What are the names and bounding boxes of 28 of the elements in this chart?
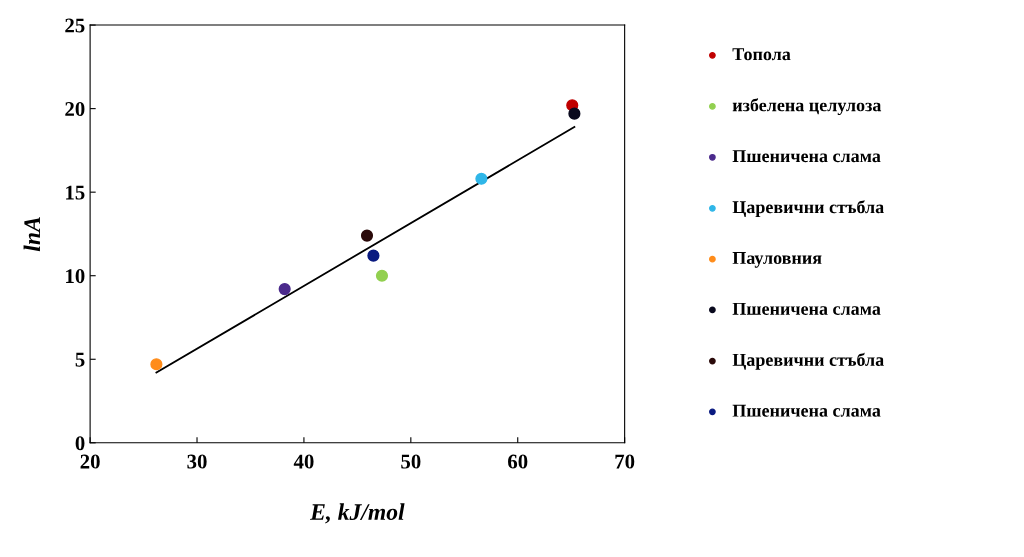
point [278, 283, 291, 296]
legend-label: Царевични стъбла [732, 200, 884, 217]
x-tick-label: 50 [401, 454, 421, 469]
legend-label: Царевични стъбла [732, 352, 884, 370]
point [150, 358, 163, 371]
y-tick-label: 25 [65, 18, 85, 33]
x-tick-label: 60 [508, 454, 528, 469]
y-tick-label: 0 [75, 436, 85, 451]
point [475, 172, 488, 185]
x-axis-title: E, kJ/mol [309, 503, 405, 524]
point [375, 269, 389, 282]
x-tick-label: 70 [615, 454, 635, 469]
y-tick-label: 15 [66, 185, 85, 200]
y-tick-label: 10 [66, 269, 85, 284]
legend-label: избелена целулоза [732, 98, 882, 116]
x-tick-label: 40 [293, 454, 314, 469]
legend-label: Пшеничена слама [732, 150, 881, 163]
y-tick-label: 20 [65, 101, 85, 117]
y-tick-label: 5 [75, 352, 85, 367]
legend-label: Пшеничена слама [732, 302, 881, 315]
y-axis-title: lnA [23, 217, 40, 252]
legend-label: Пшеничена слама [732, 404, 881, 417]
legend-label: Топола [732, 48, 791, 61]
point [367, 249, 380, 262]
point [568, 107, 581, 120]
x-tick-label: 30 [187, 454, 207, 469]
point [360, 229, 374, 242]
legend-label: Пауловния [732, 252, 822, 268]
